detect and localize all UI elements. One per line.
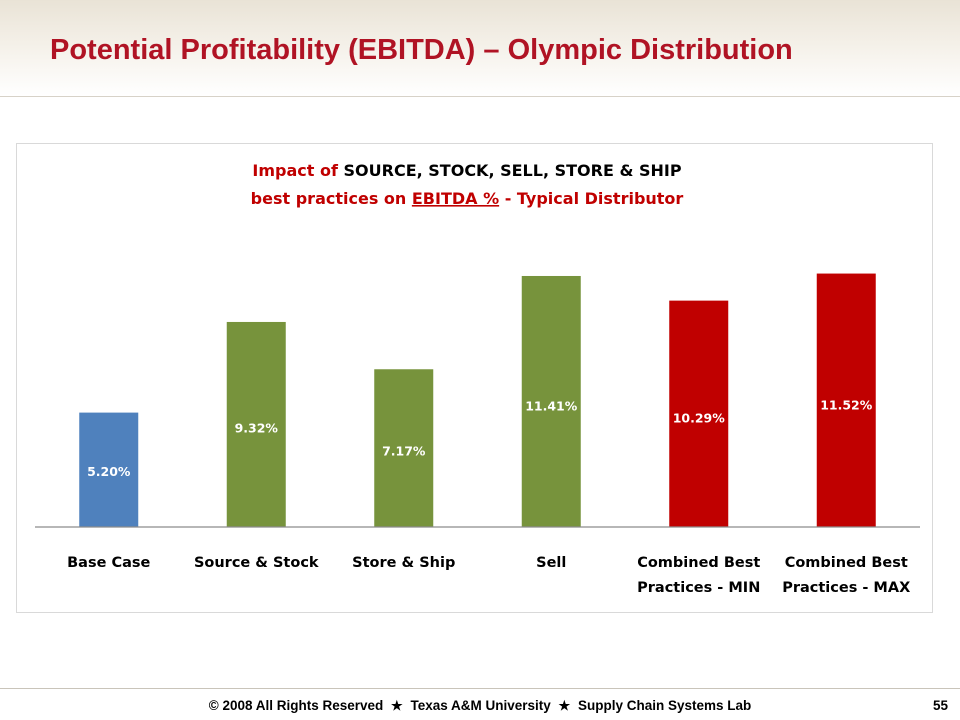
bar-value-label: 5.20%: [87, 464, 131, 479]
star-icon: ★: [391, 698, 403, 713]
footer-lab: Supply Chain Systems Lab: [577, 698, 752, 713]
footer-rights: 2008 All Rights Reserved: [222, 698, 384, 713]
page-number: 55: [932, 698, 948, 713]
chart-title-run: SOURCE, STOCK, SELL, STORE & SHIP: [344, 161, 682, 180]
bar: [521, 275, 581, 527]
bar-value-label: 11.41%: [525, 399, 578, 414]
category-label: Sell: [536, 555, 566, 571]
chart-title-run: EBITDA %: [412, 189, 499, 208]
chart-title-run: Impact of: [252, 161, 343, 180]
chart-area: Impact of SOURCE, STOCK, SELL, STORE & S…: [16, 143, 933, 613]
header-divider: [0, 96, 960, 97]
chart-title-run: - Typical Distributor: [499, 189, 683, 208]
bar-value-label: 7.17%: [382, 443, 426, 458]
category-label: Base Case: [67, 555, 150, 571]
header-band: [0, 0, 960, 96]
category-label: Source & Stock: [194, 555, 319, 571]
bar-value-label: 10.29%: [673, 410, 726, 425]
footer-divider: [0, 688, 960, 689]
bar-value-label: 11.52%: [820, 397, 873, 412]
bar: [374, 369, 434, 527]
chart-title-line: Impact of SOURCE, STOCK, SELL, STORE & S…: [252, 161, 681, 180]
bar: [79, 412, 139, 527]
category-label: Store & Ship: [352, 555, 455, 571]
bar: [226, 321, 286, 527]
footer: © 2008 All Rights Reserved ★ Texas A&M U…: [0, 698, 960, 714]
bar: [669, 300, 729, 527]
footer-university: Texas A&M University: [410, 698, 551, 713]
star-icon: ★: [558, 698, 571, 713]
bar: [816, 273, 876, 527]
category-label: Practices - MIN: [637, 580, 760, 596]
chart-title-line: best practices on EBITDA % - Typical Dis…: [251, 189, 684, 208]
copyright-symbol: ©: [208, 698, 219, 713]
chart-title-run: best practices on: [251, 189, 412, 208]
slide-title: Potential Profitability (EBITDA) – Olymp…: [50, 34, 793, 66]
bar-chart: Impact of SOURCE, STOCK, SELL, STORE & S…: [35, 161, 920, 596]
category-label: Combined Best: [637, 555, 760, 571]
category-label: Combined Best: [785, 555, 908, 571]
bar-value-label: 9.32%: [235, 421, 279, 436]
category-label: Practices - MAX: [782, 580, 910, 596]
